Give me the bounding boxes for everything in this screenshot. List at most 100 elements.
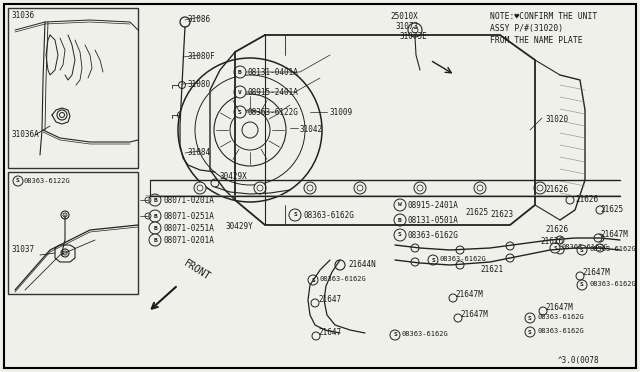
Text: V: V	[238, 90, 242, 94]
Circle shape	[234, 66, 246, 78]
Circle shape	[149, 234, 161, 246]
Text: 21647M: 21647M	[460, 310, 488, 319]
Text: ASSY P/#(31020): ASSY P/#(31020)	[490, 24, 563, 33]
Text: B: B	[153, 225, 157, 231]
Text: S: S	[16, 179, 20, 183]
Text: 08131-0501A: 08131-0501A	[408, 216, 459, 225]
Text: 21647M: 21647M	[545, 303, 573, 312]
Circle shape	[149, 210, 161, 222]
Circle shape	[195, 75, 305, 185]
Text: ^3.0(0078: ^3.0(0078	[558, 356, 600, 365]
Text: 08915-2401A: 08915-2401A	[408, 201, 459, 210]
Circle shape	[474, 182, 486, 194]
Circle shape	[577, 280, 587, 290]
Text: 31036: 31036	[12, 11, 35, 20]
Circle shape	[577, 245, 587, 255]
Circle shape	[61, 211, 69, 219]
Text: FRONT: FRONT	[182, 258, 212, 282]
Text: 25010X: 25010X	[390, 12, 418, 21]
Circle shape	[556, 236, 564, 244]
Text: 08363-6122G: 08363-6122G	[248, 108, 299, 117]
Text: S: S	[311, 278, 315, 282]
Circle shape	[456, 261, 464, 269]
Circle shape	[539, 307, 547, 315]
Text: B: B	[238, 70, 242, 74]
Text: 21621: 21621	[480, 265, 503, 274]
Circle shape	[394, 214, 406, 226]
Circle shape	[449, 294, 457, 302]
Circle shape	[230, 110, 270, 150]
Text: 31086: 31086	[188, 15, 211, 24]
Circle shape	[408, 23, 422, 37]
Circle shape	[308, 275, 318, 285]
Text: 21647: 21647	[318, 328, 341, 337]
Text: B: B	[153, 214, 157, 218]
Circle shape	[311, 299, 319, 307]
Circle shape	[180, 17, 190, 27]
Text: 08071-0201A: 08071-0201A	[163, 236, 214, 245]
Text: 08363-6162G: 08363-6162G	[303, 211, 354, 220]
Text: S: S	[580, 247, 584, 253]
Text: W: W	[398, 202, 402, 208]
Text: 08363-6162G: 08363-6162G	[562, 244, 609, 250]
Text: 31073: 31073	[395, 22, 418, 31]
Circle shape	[390, 330, 400, 340]
Text: 08363-6162G: 08363-6162G	[589, 281, 636, 287]
Text: 08363-6122G: 08363-6122G	[24, 178, 71, 184]
Circle shape	[234, 106, 246, 118]
Circle shape	[506, 242, 514, 250]
Text: 08363-6162G: 08363-6162G	[537, 328, 584, 334]
Text: S: S	[431, 257, 435, 263]
Text: S: S	[293, 212, 297, 218]
Text: 21623: 21623	[490, 210, 513, 219]
Text: 08363-6162G: 08363-6162G	[589, 246, 636, 252]
Text: 08071-0251A: 08071-0251A	[163, 224, 214, 233]
Circle shape	[254, 182, 266, 194]
Circle shape	[596, 234, 604, 242]
Text: 31037: 31037	[12, 244, 35, 253]
Circle shape	[57, 110, 67, 120]
Circle shape	[411, 258, 419, 266]
Text: 08915-2401A: 08915-2401A	[248, 88, 299, 97]
Text: 21626: 21626	[540, 237, 563, 246]
Text: S: S	[238, 109, 242, 115]
Text: 21626: 21626	[575, 195, 598, 204]
Circle shape	[411, 244, 419, 252]
Circle shape	[394, 199, 406, 211]
Circle shape	[304, 182, 316, 194]
Text: B: B	[153, 198, 157, 202]
Text: 08071-0201A: 08071-0201A	[163, 196, 214, 205]
Text: 21625: 21625	[465, 208, 488, 217]
Circle shape	[177, 112, 184, 119]
Text: 21644N: 21644N	[348, 260, 376, 269]
Circle shape	[312, 332, 320, 340]
Text: 08363-6162G: 08363-6162G	[402, 331, 449, 337]
Text: 21626: 21626	[545, 225, 568, 234]
Text: 08363-6162G: 08363-6162G	[440, 256, 487, 262]
Text: 21647M: 21647M	[582, 268, 610, 277]
Circle shape	[594, 234, 602, 242]
Text: 08071-0251A: 08071-0251A	[163, 212, 214, 221]
Circle shape	[525, 327, 535, 337]
Text: S: S	[528, 330, 532, 334]
Circle shape	[394, 229, 406, 241]
Text: S: S	[393, 333, 397, 337]
Text: 21626: 21626	[545, 185, 568, 194]
Text: S: S	[580, 282, 584, 288]
Circle shape	[354, 182, 366, 194]
Circle shape	[556, 246, 564, 254]
Text: NOTE:♥CONFIRM THE UNIT: NOTE:♥CONFIRM THE UNIT	[490, 12, 597, 21]
Circle shape	[456, 246, 464, 254]
Text: 08363-6162G: 08363-6162G	[537, 314, 584, 320]
Circle shape	[534, 182, 546, 194]
Bar	[8, 172, 138, 294]
Circle shape	[149, 194, 161, 206]
Text: B: B	[153, 237, 157, 243]
Circle shape	[428, 255, 438, 265]
Text: 08363-6162G: 08363-6162G	[320, 276, 367, 282]
Circle shape	[596, 206, 604, 214]
Circle shape	[289, 209, 301, 221]
Text: 30429Y: 30429Y	[225, 222, 253, 231]
Circle shape	[525, 313, 535, 323]
Circle shape	[178, 58, 322, 202]
